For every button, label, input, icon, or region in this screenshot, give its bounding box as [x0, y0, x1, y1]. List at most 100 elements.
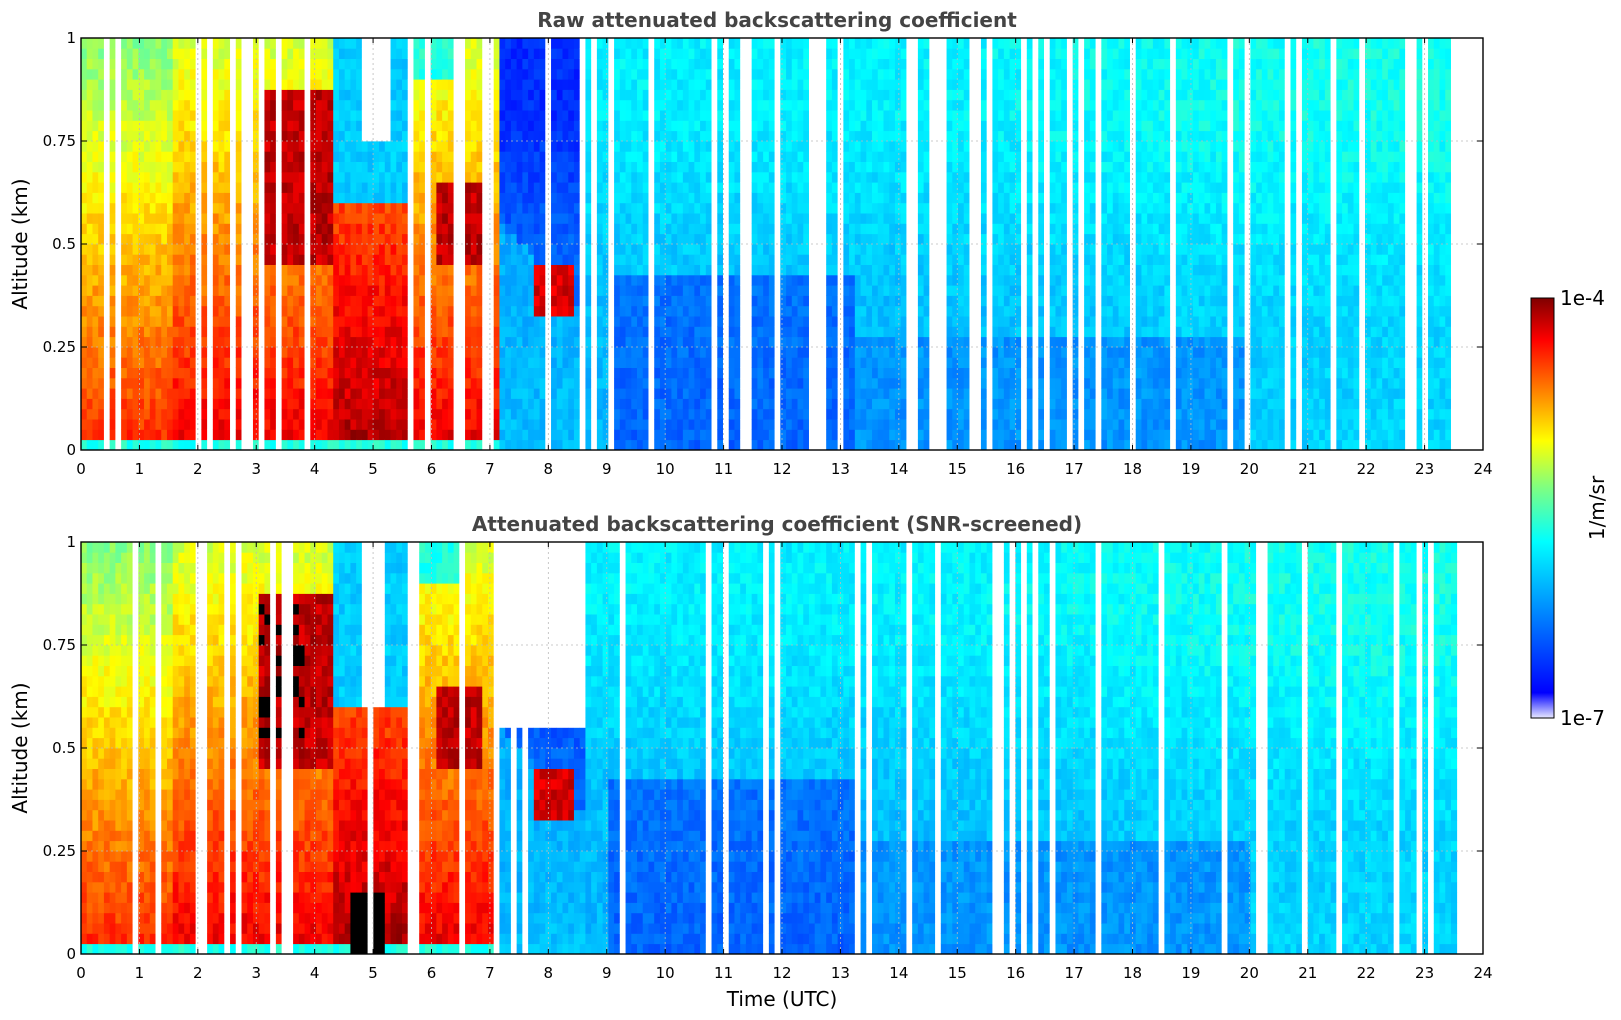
heatmap-cell: [379, 326, 385, 337]
heatmap-cell: [201, 182, 207, 193]
heatmap-cell: [413, 244, 419, 255]
heatmap-cell: [201, 337, 207, 348]
heatmap-cell: [608, 429, 614, 440]
heatmap-cell: [666, 223, 672, 234]
heatmap-cell: [775, 48, 781, 59]
heatmap-cell: [752, 440, 758, 451]
heatmap-cell: [706, 182, 712, 193]
heatmap-cell: [87, 429, 93, 440]
heatmap-cell: [224, 38, 230, 49]
heatmap-cell: [305, 223, 311, 234]
heatmap-cell: [734, 368, 740, 379]
heatmap-cell: [110, 151, 116, 162]
heatmap-cell: [184, 429, 190, 440]
heatmap-cell: [167, 90, 173, 101]
heatmap-cell: [459, 110, 465, 121]
heatmap-cell: [717, 347, 723, 358]
heatmap-cell: [671, 316, 677, 327]
heatmap-cell: [161, 162, 167, 173]
heatmap-cell: [654, 213, 660, 224]
heatmap-cell: [540, 48, 546, 59]
heatmap-cell: [110, 357, 116, 368]
heatmap-cell: [207, 223, 213, 234]
heatmap-cell: [763, 265, 769, 276]
heatmap-cell: [603, 213, 609, 224]
heatmap-cell: [482, 234, 488, 245]
heatmap-cell: [201, 357, 207, 368]
heatmap-cell: [717, 388, 723, 399]
heatmap-cell: [408, 357, 414, 368]
heatmap-cell: [677, 316, 683, 327]
heatmap-cell: [591, 275, 597, 286]
heatmap-cell: [643, 131, 649, 142]
heatmap-cell: [517, 193, 523, 204]
heatmap-cell: [574, 172, 580, 183]
heatmap-cell: [133, 59, 139, 70]
heatmap-cell: [436, 275, 442, 286]
heatmap-cell: [201, 265, 207, 276]
heatmap-cell: [540, 244, 546, 255]
heatmap-cell: [769, 306, 775, 317]
heatmap-cell: [620, 296, 626, 307]
heatmap-cell: [396, 326, 402, 337]
heatmap-cell: [597, 48, 603, 59]
heatmap-cell: [654, 38, 660, 49]
heatmap-cell: [574, 316, 580, 327]
heatmap-cell: [133, 378, 139, 389]
heatmap-cell: [465, 59, 471, 70]
heatmap-cell: [471, 48, 477, 59]
heatmap-cell: [729, 254, 735, 265]
heatmap-cell: [465, 100, 471, 111]
heatmap-cell: [591, 409, 597, 420]
heatmap-cell: [448, 368, 454, 379]
heatmap-cell: [316, 419, 322, 430]
heatmap-cell: [402, 182, 408, 193]
heatmap-cell: [299, 69, 305, 80]
heatmap-cell: [763, 409, 769, 420]
heatmap-cell: [471, 90, 477, 101]
heatmap-cell: [173, 223, 179, 234]
heatmap-cell: [551, 254, 557, 265]
heatmap-cell: [196, 388, 202, 399]
heatmap-cell: [150, 141, 156, 152]
heatmap-cell: [786, 79, 792, 90]
heatmap-cell: [700, 79, 706, 90]
heatmap-cell: [81, 234, 87, 245]
heatmap-cell: [494, 429, 500, 440]
heatmap-cell: [786, 213, 792, 224]
heatmap-cell: [671, 38, 677, 49]
heatmap-cell: [190, 326, 196, 337]
heatmap-cell: [700, 172, 706, 183]
heatmap-cell: [156, 100, 162, 111]
heatmap-cell: [156, 296, 162, 307]
heatmap-cell: [201, 316, 207, 327]
heatmap-cell: [580, 182, 586, 193]
heatmap-cell: [551, 69, 557, 80]
heatmap-cell: [259, 110, 265, 121]
heatmap-cell: [190, 234, 196, 245]
heatmap-cell: [631, 141, 637, 152]
heatmap-cell: [173, 59, 179, 70]
heatmap-cell: [385, 275, 391, 286]
heatmap-cell: [769, 100, 775, 111]
heatmap-cell: [161, 419, 167, 430]
heatmap-cell: [563, 244, 569, 255]
heatmap-cell: [597, 223, 603, 234]
heatmap-cell: [362, 162, 368, 173]
heatmap-cell: [694, 244, 700, 255]
heatmap-cell: [488, 234, 494, 245]
heatmap-cell: [178, 378, 184, 389]
heatmap-cell: [276, 285, 282, 296]
heatmap-cell: [385, 110, 391, 121]
heatmap-cell: [115, 409, 121, 420]
heatmap-cell: [167, 419, 173, 430]
heatmap-cell: [757, 141, 763, 152]
heatmap-cell: [339, 172, 345, 183]
heatmap-cell: [775, 368, 781, 379]
heatmap-cell: [161, 151, 167, 162]
heatmap-cell: [568, 388, 574, 399]
heatmap-cell: [459, 234, 465, 245]
heatmap-cell: [115, 48, 121, 59]
heatmap-cell: [734, 316, 740, 327]
heatmap-cell: [310, 388, 316, 399]
